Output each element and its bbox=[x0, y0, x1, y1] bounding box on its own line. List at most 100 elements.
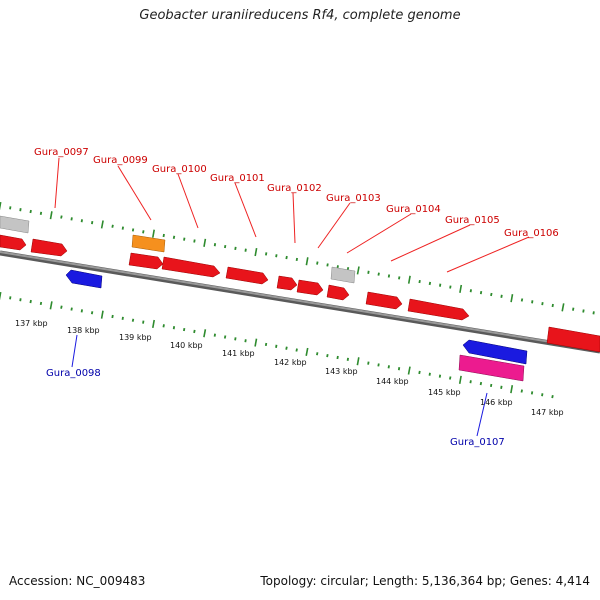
minor-tick bbox=[531, 300, 534, 304]
minor-tick bbox=[439, 283, 442, 287]
gene-arrow[interactable] bbox=[276, 275, 298, 291]
minor-tick bbox=[80, 219, 83, 223]
minor-tick bbox=[541, 302, 544, 306]
major-tick bbox=[510, 385, 514, 394]
major-tick bbox=[203, 238, 207, 247]
gene-label-gura-0107[interactable]: Gura_0107 bbox=[450, 437, 505, 448]
gene-arrow[interactable] bbox=[161, 256, 221, 278]
minor-tick bbox=[183, 327, 186, 332]
gene-arrow[interactable] bbox=[30, 238, 68, 257]
minor-tick bbox=[223, 335, 227, 339]
gene-label-gura-0106[interactable]: Gura_0106 bbox=[504, 228, 559, 239]
major-tick bbox=[254, 338, 258, 347]
minor-tick bbox=[387, 365, 390, 369]
gene-arrow[interactable] bbox=[462, 339, 528, 365]
minor-tick bbox=[193, 329, 196, 334]
gene-arrow[interactable] bbox=[128, 252, 164, 270]
scale-label: 141 kbp bbox=[222, 349, 255, 358]
minor-tick bbox=[39, 211, 43, 215]
gene-label-gura-0097[interactable]: Gura_0097 bbox=[34, 147, 89, 158]
minor-tick bbox=[183, 237, 186, 241]
major-tick bbox=[100, 310, 104, 319]
minor-tick bbox=[213, 333, 216, 337]
minor-tick bbox=[428, 372, 431, 376]
minor-tick bbox=[131, 318, 135, 322]
scale-label: 142 kbp bbox=[274, 358, 307, 367]
minor-tick bbox=[572, 307, 575, 311]
major-tick bbox=[561, 303, 565, 312]
minor-tick bbox=[397, 367, 401, 371]
inner-tick-ring bbox=[0, 291, 554, 399]
minor-tick bbox=[80, 309, 83, 313]
gene-arrow[interactable] bbox=[65, 269, 103, 289]
minor-tick bbox=[275, 254, 278, 258]
minor-tick bbox=[551, 303, 554, 308]
major-tick bbox=[0, 201, 2, 211]
gene-label-gura-0104[interactable]: Gura_0104 bbox=[386, 204, 441, 215]
genome-summary-text: Topology: circular; Length: 5,136,364 bp… bbox=[260, 574, 590, 588]
minor-tick bbox=[70, 217, 73, 221]
gene-box[interactable] bbox=[131, 234, 166, 253]
minor-tick bbox=[377, 363, 380, 367]
gene-label-gura-0102[interactable]: Gura_0102 bbox=[267, 183, 322, 194]
gene-label-gura-0099[interactable]: Gura_0099 bbox=[93, 155, 148, 166]
minor-tick bbox=[520, 389, 523, 393]
gene-arrow[interactable] bbox=[546, 326, 600, 353]
minor-tick bbox=[367, 361, 370, 365]
minor-tick bbox=[295, 257, 298, 262]
minor-tick bbox=[234, 246, 237, 251]
minor-tick bbox=[9, 296, 12, 300]
major-tick bbox=[203, 329, 207, 338]
accession-text: Accession: NC_009483 bbox=[9, 574, 146, 588]
gene-arrow[interactable] bbox=[407, 298, 470, 321]
minor-tick bbox=[336, 355, 339, 360]
minor-tick bbox=[377, 272, 380, 276]
scale-label: 139 kbp bbox=[119, 333, 152, 342]
minor-tick bbox=[551, 395, 554, 399]
gene-box[interactable] bbox=[0, 215, 30, 234]
major-tick bbox=[49, 301, 53, 310]
major-tick bbox=[254, 247, 258, 257]
gene-arrow[interactable] bbox=[365, 291, 403, 310]
minor-tick bbox=[121, 316, 124, 320]
gene-arrow[interactable] bbox=[296, 279, 324, 296]
scale-label: 144 kbp bbox=[376, 377, 409, 386]
minor-tick bbox=[224, 244, 227, 249]
minor-tick bbox=[9, 206, 12, 210]
gene-label-gura-0101[interactable]: Gura_0101 bbox=[210, 173, 265, 184]
minor-tick bbox=[438, 374, 442, 378]
minor-tick bbox=[326, 354, 329, 358]
minor-tick bbox=[428, 281, 432, 286]
gene-arrow[interactable] bbox=[326, 284, 350, 301]
gene-arrow[interactable] bbox=[0, 234, 27, 251]
minor-tick bbox=[449, 376, 452, 380]
minor-tick bbox=[172, 326, 176, 330]
minor-tick bbox=[387, 274, 391, 278]
gene-arrow[interactable] bbox=[225, 266, 269, 285]
bottom-label-leaders bbox=[71, 334, 488, 437]
gene-label-gura-0103[interactable]: Gura_0103 bbox=[326, 193, 381, 204]
gene-box[interactable] bbox=[330, 266, 356, 284]
minor-tick bbox=[285, 255, 288, 260]
minor-tick bbox=[111, 224, 114, 228]
major-tick bbox=[0, 291, 2, 301]
gene-box[interactable] bbox=[458, 354, 525, 382]
gene-label-gura-0100[interactable]: Gura_0100 bbox=[152, 164, 207, 175]
genome-backbone bbox=[0, 250, 600, 354]
major-tick bbox=[152, 319, 155, 329]
minor-tick bbox=[244, 339, 247, 343]
minor-tick bbox=[541, 393, 544, 397]
minor-tick bbox=[398, 276, 401, 280]
major-tick bbox=[510, 294, 514, 303]
gene-label-gura-0105[interactable]: Gura_0105 bbox=[445, 215, 500, 226]
bottom-gene-labels: Gura_0098 Gura_0107 bbox=[46, 368, 505, 448]
minor-tick bbox=[469, 289, 472, 293]
gene-label-gura-0098[interactable]: Gura_0098 bbox=[46, 368, 101, 379]
scale-label: 145 kbp bbox=[428, 388, 461, 397]
minor-tick bbox=[469, 380, 472, 384]
scale-label: 147 kbp bbox=[531, 408, 564, 417]
outer-tick-ring bbox=[0, 201, 595, 315]
scale-label: 140 kbp bbox=[170, 341, 203, 350]
minor-tick bbox=[285, 346, 288, 350]
